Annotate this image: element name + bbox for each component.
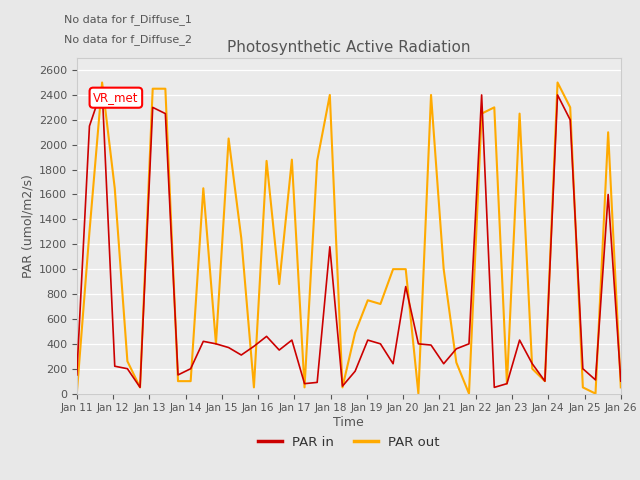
- Text: No data for f_Diffuse_2: No data for f_Diffuse_2: [64, 34, 192, 45]
- Text: No data for f_Diffuse_1: No data for f_Diffuse_1: [64, 14, 192, 25]
- X-axis label: Time: Time: [333, 416, 364, 429]
- Text: VR_met: VR_met: [93, 91, 139, 104]
- Y-axis label: PAR (umol/m2/s): PAR (umol/m2/s): [22, 174, 35, 277]
- Title: Photosynthetic Active Radiation: Photosynthetic Active Radiation: [227, 40, 470, 55]
- Legend: PAR in, PAR out: PAR in, PAR out: [253, 431, 445, 454]
